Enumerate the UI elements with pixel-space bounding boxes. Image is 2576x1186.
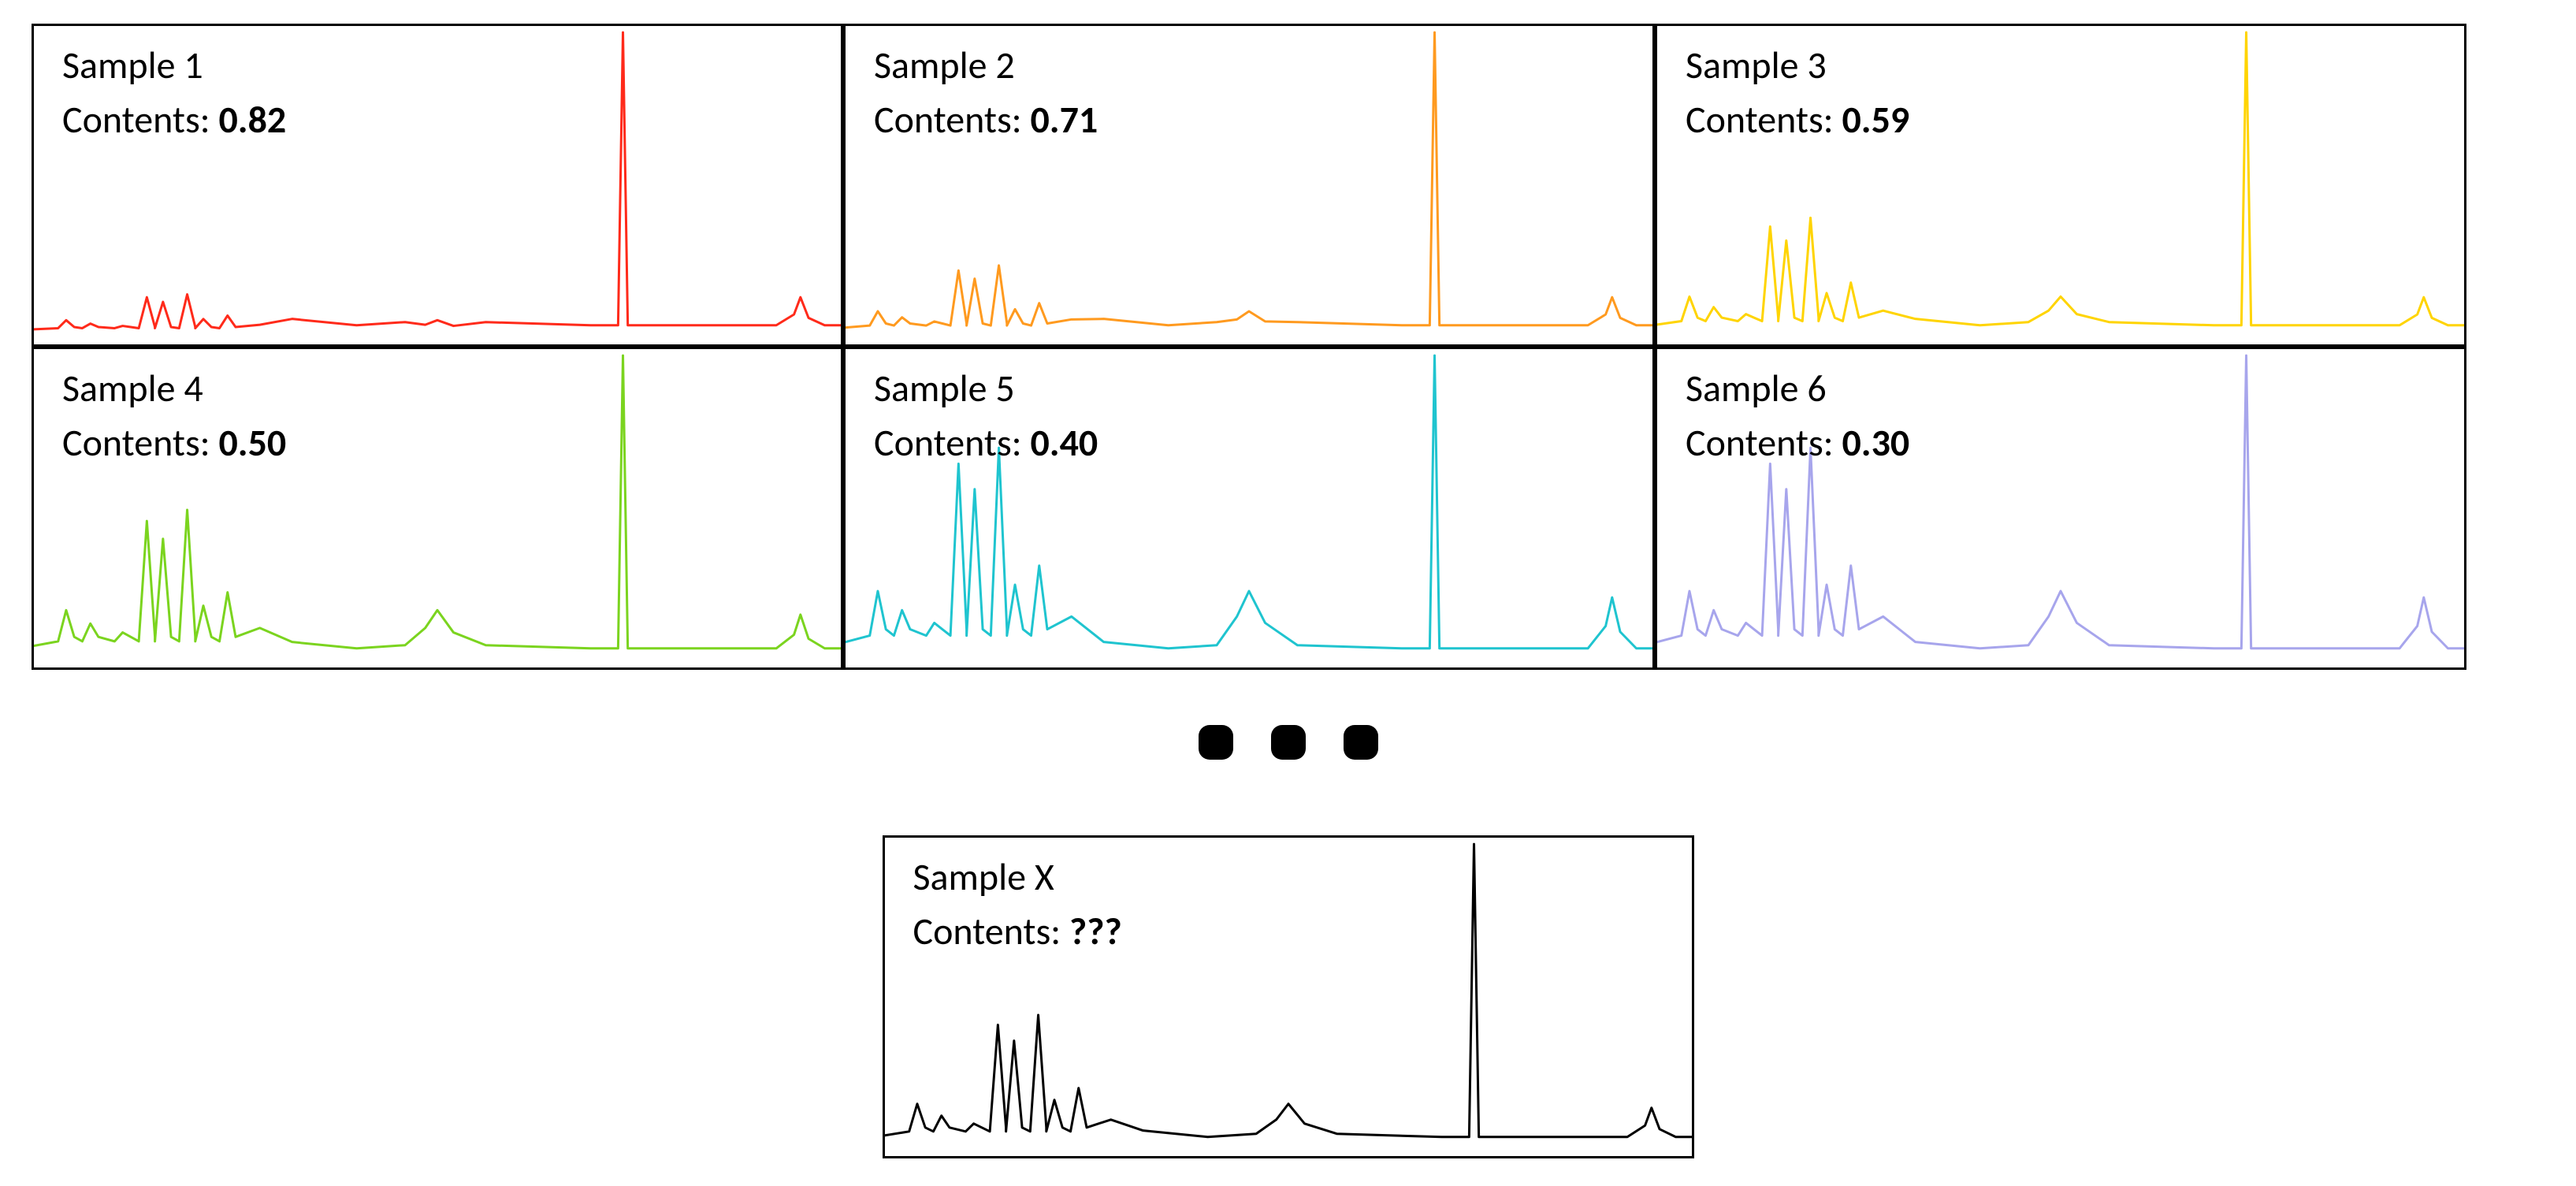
- panel-labels: Sample 6 Contents: 0.30: [1686, 368, 1909, 466]
- panel-sample-2: Sample 2 Contents: 0.71: [843, 24, 1655, 347]
- contents-line: Contents: ???: [913, 908, 1122, 954]
- sample-name: Sample 2: [874, 45, 1098, 87]
- contents-line: Contents: 0.82: [62, 96, 286, 143]
- contents-label: Contents:: [874, 419, 1022, 466]
- panel-labels: Sample 4 Contents: 0.50: [62, 368, 286, 466]
- sample-name: Sample 6: [1686, 368, 1909, 410]
- ellipsis-dots: [0, 725, 2576, 760]
- contents-line: Contents: 0.40: [874, 419, 1098, 466]
- contents-label: Contents:: [1686, 419, 1834, 466]
- ellipsis-dot: [1271, 725, 1306, 760]
- panel-labels: Sample 3 Contents: 0.59: [1686, 45, 1909, 143]
- panel-labels: Sample 2 Contents: 0.71: [874, 45, 1098, 143]
- contents-label: Contents:: [62, 419, 210, 466]
- sample-name: Sample 5: [874, 368, 1098, 410]
- panel-sample-3: Sample 3 Contents: 0.59: [1655, 24, 2466, 347]
- panel-labels: Sample 1 Contents: 0.82: [62, 45, 286, 143]
- sample-name: Sample 4: [62, 368, 286, 410]
- contents-value: 0.40: [1030, 419, 1098, 466]
- ellipsis-dot: [1199, 725, 1233, 760]
- contents-label: Contents:: [913, 908, 1061, 954]
- sample-name: Sample X: [913, 857, 1122, 898]
- sample-name: Sample 1: [62, 45, 286, 87]
- contents-value: 0.59: [1842, 96, 1909, 143]
- contents-label: Contents:: [874, 96, 1022, 143]
- panel-sample-1: Sample 1 Contents: 0.82: [32, 24, 843, 347]
- contents-label: Contents:: [62, 96, 210, 143]
- panel-labels: Sample X Contents: ???: [913, 857, 1122, 954]
- contents-value: 0.30: [1842, 419, 1909, 466]
- contents-line: Contents: 0.50: [62, 419, 286, 466]
- sample-grid: Sample 1 Contents: 0.82 Sample 2 Content…: [32, 24, 2466, 670]
- contents-value: 0.71: [1030, 96, 1098, 143]
- contents-value: 0.50: [218, 419, 286, 466]
- contents-line: Contents: 0.30: [1686, 419, 1909, 466]
- panel-sample-4: Sample 4 Contents: 0.50: [32, 347, 843, 670]
- panel-sample-6: Sample 6 Contents: 0.30: [1655, 347, 2466, 670]
- ellipsis-dot: [1344, 725, 1378, 760]
- panel-labels: Sample 5 Contents: 0.40: [874, 368, 1098, 466]
- figure-root: Sample 1 Contents: 0.82 Sample 2 Content…: [0, 0, 2576, 1186]
- contents-line: Contents: 0.71: [874, 96, 1098, 143]
- contents-line: Contents: 0.59: [1686, 96, 1909, 143]
- sample-name: Sample 3: [1686, 45, 1909, 87]
- contents-value: 0.82: [218, 96, 286, 143]
- panel-sample-x: Sample X Contents: ???: [883, 835, 1694, 1158]
- panel-sample-x-wrap: Sample X Contents: ???: [0, 835, 2576, 1158]
- contents-value: ???: [1069, 908, 1122, 954]
- panel-sample-5: Sample 5 Contents: 0.40: [843, 347, 1655, 670]
- contents-label: Contents:: [1686, 96, 1834, 143]
